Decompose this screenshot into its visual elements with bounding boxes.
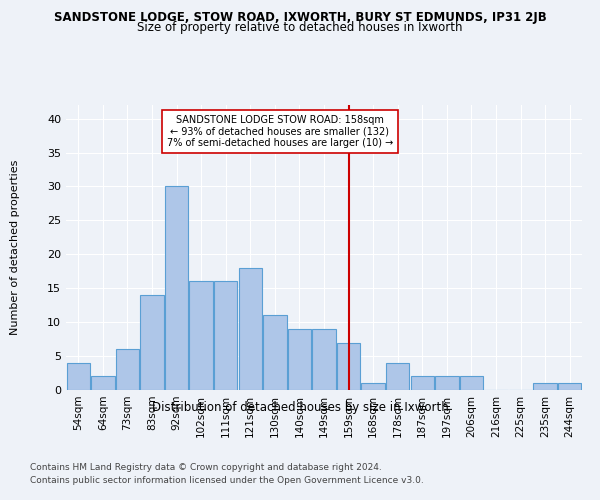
Bar	[263, 316, 287, 390]
Text: SANDSTONE LODGE, STOW ROAD, IXWORTH, BURY ST EDMUNDS, IP31 2JB: SANDSTONE LODGE, STOW ROAD, IXWORTH, BUR…	[53, 11, 547, 24]
Text: SANDSTONE LODGE STOW ROAD: 158sqm
← 93% of detached houses are smaller (132)
7% : SANDSTONE LODGE STOW ROAD: 158sqm ← 93% …	[167, 115, 393, 148]
Bar	[165, 186, 188, 390]
Bar	[190, 282, 213, 390]
Text: Size of property relative to detached houses in Ixworth: Size of property relative to detached ho…	[137, 22, 463, 35]
Bar	[288, 329, 311, 390]
Bar	[337, 342, 360, 390]
Bar	[239, 268, 262, 390]
Bar	[558, 383, 581, 390]
Text: Contains HM Land Registry data © Crown copyright and database right 2024.: Contains HM Land Registry data © Crown c…	[30, 462, 382, 471]
Bar	[386, 363, 409, 390]
Y-axis label: Number of detached properties: Number of detached properties	[10, 160, 20, 335]
Text: Distribution of detached houses by size in Ixworth: Distribution of detached houses by size …	[152, 401, 448, 414]
Bar	[67, 363, 90, 390]
Bar	[435, 376, 458, 390]
Bar	[91, 376, 115, 390]
Bar	[140, 295, 164, 390]
Bar	[533, 383, 557, 390]
Bar	[116, 350, 139, 390]
Bar	[361, 383, 385, 390]
Bar	[460, 376, 483, 390]
Bar	[313, 329, 335, 390]
Bar	[410, 376, 434, 390]
Text: Contains public sector information licensed under the Open Government Licence v3: Contains public sector information licen…	[30, 476, 424, 485]
Bar	[214, 282, 238, 390]
